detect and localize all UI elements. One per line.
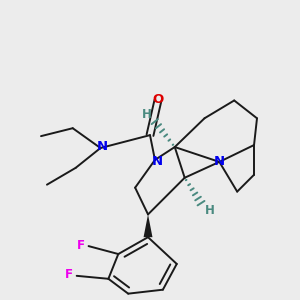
Text: N: N bbox=[152, 155, 163, 168]
Text: N: N bbox=[214, 155, 225, 168]
Text: F: F bbox=[65, 268, 73, 281]
Text: H: H bbox=[205, 204, 214, 217]
Text: O: O bbox=[152, 93, 164, 106]
Text: N: N bbox=[97, 140, 108, 152]
Text: F: F bbox=[76, 238, 85, 252]
Polygon shape bbox=[144, 214, 152, 237]
Text: H: H bbox=[142, 108, 152, 121]
